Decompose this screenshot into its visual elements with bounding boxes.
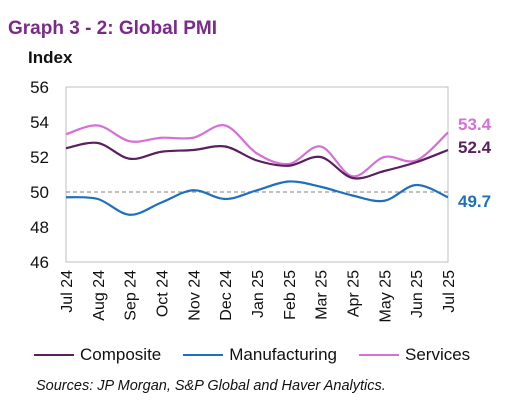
legend-label-services: Services	[405, 345, 471, 364]
series-line-composite	[65, 141, 449, 180]
end-label-manufacturing: 49.7	[458, 192, 491, 211]
x-tick-label: Oct 24	[155, 270, 172, 317]
chart-legend: Composite Manufacturing Services	[34, 345, 492, 365]
x-tick-label: Feb 25	[282, 270, 299, 320]
legend-item-manufacturing: Manufacturing	[183, 345, 337, 365]
x-tick-label: Mar 25	[314, 270, 331, 320]
x-tick-label: Jun 25	[409, 270, 426, 318]
x-tick-label: Nov 24	[186, 270, 203, 321]
legend-item-composite: Composite	[34, 345, 161, 365]
series-line-manufacturing	[65, 180, 449, 216]
x-tick-label: Jul 25	[441, 270, 458, 313]
x-tick-label: Apr 25	[346, 270, 363, 317]
x-tick-label: Jan 25	[250, 270, 267, 318]
plot-frame	[65, 86, 449, 263]
legend-label-manufacturing: Manufacturing	[229, 345, 337, 364]
legend-swatch-services	[359, 354, 399, 356]
y-tick-label: 54	[30, 113, 49, 132]
y-tick-label: 52	[30, 148, 49, 167]
x-tick-label: May 25	[377, 270, 394, 323]
y-tick-label: 56	[30, 78, 49, 97]
end-label-composite: 52.4	[458, 138, 492, 157]
source-note: Sources: JP Morgan, S&P Global and Haver…	[36, 378, 386, 394]
x-tick-label: Sep 24	[123, 270, 140, 321]
y-tick-label: 50	[30, 183, 49, 202]
y-tick-label: 48	[30, 218, 49, 237]
pmi-line-chart: Index 46 48 50 52 54 56 Jul 24 Aug 24 Sep 24 Oct 2…	[28, 48, 492, 323]
chart-title: Graph 3 - 2: Global PMI	[8, 18, 218, 39]
legend-swatch-composite	[34, 354, 74, 356]
x-tick-label: Aug 24	[91, 270, 108, 321]
legend-item-services: Services	[359, 345, 470, 365]
y-axis-label: Index	[28, 48, 73, 67]
end-label-services: 53.4	[458, 115, 492, 134]
x-tick-label: Dec 24	[218, 270, 235, 321]
series-line-services	[65, 124, 449, 178]
x-tick-label: Jul 24	[59, 270, 76, 313]
legend-swatch-manufacturing	[183, 354, 224, 356]
legend-label-composite: Composite	[80, 345, 162, 364]
y-tick-label: 46	[30, 253, 49, 272]
